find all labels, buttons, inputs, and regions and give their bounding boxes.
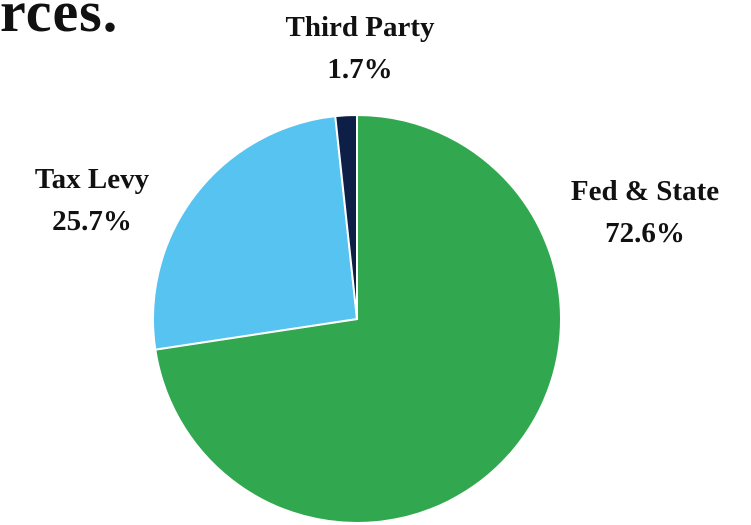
label-third-party-name: Third Party <box>285 11 435 43</box>
slice-fed-state <box>154 113 562 524</box>
label-tax-levy-value: 25.7% <box>52 205 132 238</box>
slice-third-party <box>334 113 358 320</box>
slice-tax-levy <box>152 115 359 351</box>
label-fed-state: Fed & State 72.6% <box>540 170 750 254</box>
label-third-party-value: 1.7% <box>327 53 393 86</box>
label-tax-levy: Tax Levy 25.7% <box>2 158 182 242</box>
label-tax-levy-name: Tax Levy <box>34 163 150 195</box>
label-third-party: Third Party 1.7% <box>270 6 450 90</box>
label-fed-state-name: Fed & State <box>570 175 720 207</box>
label-fed-state-value: 72.6% <box>605 217 685 250</box>
chart-title: rces. <box>0 0 119 44</box>
